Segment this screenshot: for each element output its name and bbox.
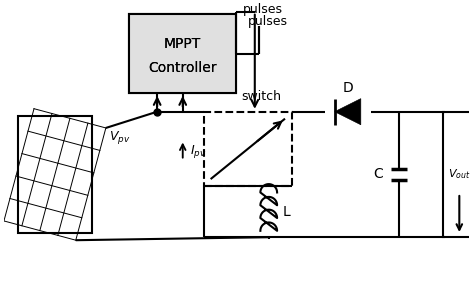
Polygon shape [335, 99, 361, 125]
Text: MPPT: MPPT [164, 37, 201, 51]
Text: D: D [342, 81, 353, 95]
Text: Controller: Controller [148, 61, 217, 75]
Polygon shape [18, 116, 92, 233]
Text: pulses: pulses [248, 15, 288, 28]
Text: L: L [283, 205, 291, 219]
Text: $V_{pv}$: $V_{pv}$ [109, 129, 131, 146]
FancyBboxPatch shape [129, 14, 236, 93]
Text: pulses: pulses [243, 3, 283, 16]
FancyBboxPatch shape [129, 14, 236, 93]
Text: switch: switch [242, 90, 282, 103]
Text: $V_{out}$: $V_{out}$ [448, 168, 471, 181]
Text: $I_{pv}$: $I_{pv}$ [190, 143, 206, 160]
Text: Controller: Controller [148, 61, 217, 75]
FancyBboxPatch shape [443, 112, 474, 237]
Text: C: C [373, 167, 383, 181]
Text: MPPT: MPPT [164, 37, 201, 51]
